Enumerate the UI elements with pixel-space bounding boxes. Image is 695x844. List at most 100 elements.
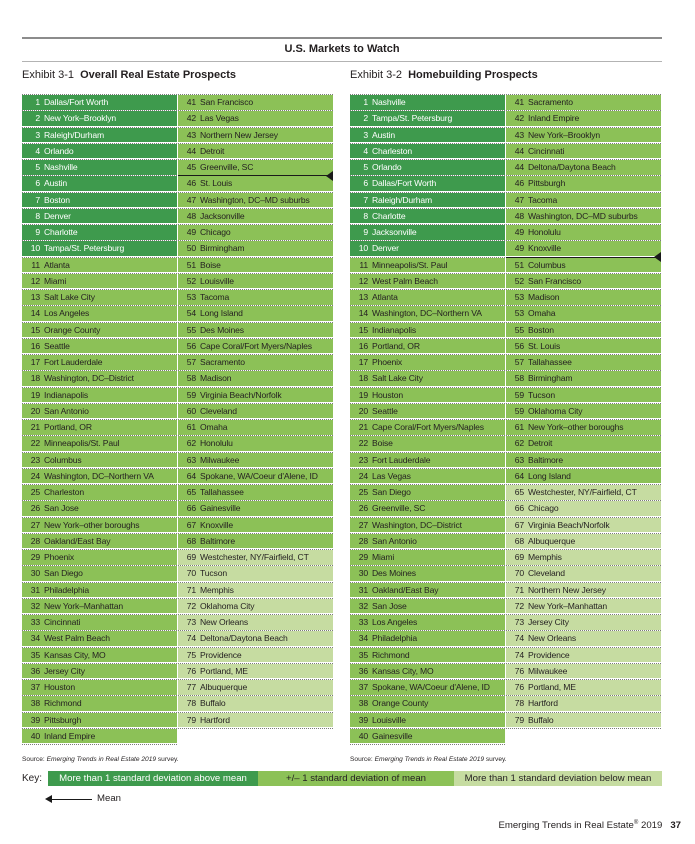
row-divider (506, 272, 661, 274)
market-rank: 1 (35, 97, 40, 107)
market-name: Charlotte (44, 227, 78, 237)
market-row: 57 Sacramento (178, 355, 333, 370)
row-divider (22, 435, 177, 437)
market-name: Spokane, WA/Coeur d'Alene, ID (200, 470, 318, 481)
market-name: Providence (528, 649, 570, 660)
row-divider (178, 711, 333, 713)
key-within-mean: +/– 1 standard deviation of mean (258, 771, 454, 786)
market-rank: 26 (358, 503, 368, 514)
market-row: 14 Washington, DC–Northern VA (350, 306, 505, 321)
market-row: 71 Memphis (178, 582, 333, 598)
market-row: 8 Charlotte (350, 208, 505, 224)
market-rank: 65 (186, 487, 196, 497)
market-rank: 73 (186, 617, 196, 627)
market-row: 41 Sacramento (506, 95, 661, 110)
market-name: Austin (372, 129, 395, 140)
market-name: Denver (372, 243, 399, 254)
market-rank: 73 (514, 617, 524, 627)
exhibit-3-2-number: Exhibit 3-2 (350, 69, 402, 81)
market-rank: 6 (35, 178, 40, 189)
market-row: 26 Greenville, SC (350, 501, 505, 516)
market-rank: 25 (358, 487, 368, 497)
market-row: 46 St. Louis (178, 176, 333, 191)
market-row: 74 Providence (506, 647, 661, 663)
row-divider (506, 549, 661, 550)
title-rule (22, 61, 662, 62)
market-rank: 35 (358, 649, 368, 660)
market-name: Las Vegas (200, 113, 239, 124)
market-name: Charlotte (372, 210, 406, 221)
market-rank: 67 (186, 519, 196, 530)
row-divider (178, 695, 333, 697)
row-divider (22, 727, 177, 729)
market-name: Oakland/East Bay (44, 535, 111, 546)
market-rank: 76 (514, 682, 524, 692)
market-name: Albuquerque (528, 535, 576, 546)
market-row: 74 New Orleans (506, 631, 661, 646)
market-row: 60 Cleveland (178, 403, 333, 419)
row-divider (22, 597, 177, 599)
market-row: 28 San Antonio (350, 533, 505, 549)
market-rank: 69 (186, 552, 196, 562)
market-rank: 53 (514, 308, 524, 319)
market-name: Hartford (200, 714, 230, 725)
row-divider (350, 516, 505, 518)
market-name: Jersey City (44, 665, 85, 676)
market-rank: 58 (514, 373, 524, 384)
market-name: Milwaukee (200, 454, 240, 465)
market-name: Gainesville (200, 503, 241, 514)
market-rank: 9 (35, 227, 40, 237)
market-row: 30 San Diego (22, 566, 177, 581)
market-row: 79 Buffalo (506, 712, 661, 728)
row-divider (506, 94, 661, 95)
row-divider (22, 126, 177, 128)
market-row: 65 Westchester, NY/Fairfield, CT (506, 485, 661, 500)
market-name: Detroit (528, 438, 553, 449)
market-rank: 8 (363, 210, 368, 221)
market-row: 19 Indianapolis (22, 387, 177, 403)
market-row: 73 Jersey City (506, 615, 661, 630)
market-rank: 33 (358, 617, 368, 627)
row-divider (506, 581, 661, 583)
row-divider (22, 532, 177, 534)
market-row: 67 Knoxville (178, 517, 333, 533)
market-rank: 36 (30, 665, 40, 676)
market-row: 76 Portland, ME (506, 680, 661, 695)
market-row: 5 Nashville (22, 160, 177, 175)
market-rank: 37 (30, 682, 40, 692)
market-rank: 66 (186, 503, 196, 514)
market-rank: 7 (363, 194, 368, 205)
row-divider (22, 370, 177, 372)
row-divider (22, 711, 177, 713)
row-divider (178, 240, 333, 242)
market-row: 6 Dallas/Fort Worth (350, 176, 505, 191)
market-name: Columbus (44, 454, 82, 465)
market-row: 24 Las Vegas (350, 468, 505, 484)
row-divider (350, 581, 505, 583)
row-divider (506, 110, 661, 112)
row-divider (178, 679, 333, 680)
row-divider (350, 191, 505, 193)
row-divider (178, 256, 333, 258)
row-divider (506, 630, 661, 632)
row-divider (178, 662, 333, 664)
market-rank: 62 (514, 438, 524, 449)
market-name: Tacoma (200, 292, 230, 302)
market-row: 35 Kansas City, MO (22, 647, 177, 663)
row-divider (506, 305, 661, 307)
row-divider (178, 94, 333, 95)
source-suffix: survey. (484, 756, 507, 763)
market-row: 9 Charlotte (22, 225, 177, 240)
market-row: 77 Albuquerque (178, 680, 333, 695)
market-row: 21 Portland, OR (22, 420, 177, 435)
market-rank: 46 (186, 178, 196, 189)
market-rank: 72 (514, 600, 524, 611)
market-row: 48 Jacksonville (178, 208, 333, 224)
market-name: Baltimore (528, 454, 563, 465)
row-divider (22, 549, 177, 550)
market-rank: 77 (186, 682, 196, 692)
market-row: 38 Orange County (350, 696, 505, 711)
market-name: West Palm Beach (372, 275, 438, 286)
row-divider (506, 597, 661, 599)
market-rank: 3 (363, 129, 368, 140)
